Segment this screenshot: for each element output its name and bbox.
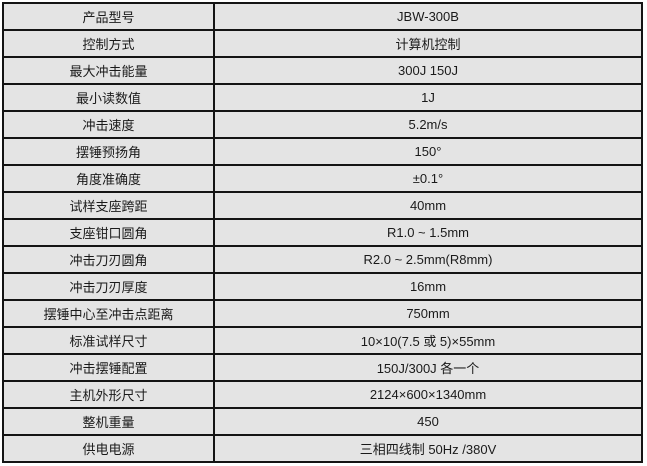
spec-row: 产品型号 JBW-300B <box>2 2 643 31</box>
spec-row: 试样支座跨距 40mm <box>2 191 643 220</box>
spec-value: R2.0 ~ 2.5mm(R8mm) <box>213 245 643 274</box>
spec-row: 角度准确度 ±0.1° <box>2 164 643 193</box>
spec-value: 1J <box>213 83 643 112</box>
spec-label: 支座钳口圆角 <box>2 218 215 247</box>
spec-label: 整机重量 <box>2 407 215 436</box>
spec-row: 支座钳口圆角 R1.0 ~ 1.5mm <box>2 218 643 247</box>
spec-label: 摆锤中心至冲击点距离 <box>2 299 215 328</box>
spec-value: 40mm <box>213 191 643 220</box>
spec-label: 最大冲击能量 <box>2 56 215 85</box>
spec-label: 主机外形尺寸 <box>2 380 215 409</box>
spec-value: 450 <box>213 407 643 436</box>
spec-row: 供电电源 三相四线制 50Hz /380V <box>2 434 643 463</box>
spec-label: 冲击速度 <box>2 110 215 139</box>
spec-label: 冲击摆锤配置 <box>2 353 215 382</box>
spec-row: 冲击摆锤配置 150J/300J 各一个 <box>2 353 643 382</box>
spec-row: 控制方式 计算机控制 <box>2 29 643 58</box>
spec-row: 冲击刀刃圆角 R2.0 ~ 2.5mm(R8mm) <box>2 245 643 274</box>
spec-row: 最大冲击能量 300J 150J <box>2 56 643 85</box>
spec-value: 150° <box>213 137 643 166</box>
spec-label: 试样支座跨距 <box>2 191 215 220</box>
spec-label: 供电电源 <box>2 434 215 463</box>
spec-value: R1.0 ~ 1.5mm <box>213 218 643 247</box>
spec-value: 300J 150J <box>213 56 643 85</box>
spec-row: 摆锤预扬角 150° <box>2 137 643 166</box>
spec-row: 最小读数值 1J <box>2 83 643 112</box>
spec-value: 16mm <box>213 272 643 301</box>
spec-row: 冲击刀刃厚度 16mm <box>2 272 643 301</box>
spec-value: ±0.1° <box>213 164 643 193</box>
spec-value: 三相四线制 50Hz /380V <box>213 434 643 463</box>
spec-label: 角度准确度 <box>2 164 215 193</box>
spec-label: 最小读数值 <box>2 83 215 112</box>
spec-value: 2124×600×1340mm <box>213 380 643 409</box>
spec-row: 整机重量 450 <box>2 407 643 436</box>
spec-row: 摆锤中心至冲击点距离 750mm <box>2 299 643 328</box>
spec-label: 控制方式 <box>2 29 215 58</box>
spec-row: 主机外形尺寸 2124×600×1340mm <box>2 380 643 409</box>
spec-value: JBW-300B <box>213 2 643 31</box>
spec-value: 10×10(7.5 或 5)×55mm <box>213 326 643 355</box>
spec-label: 产品型号 <box>2 2 215 31</box>
spec-label: 冲击刀刃圆角 <box>2 245 215 274</box>
spec-value: 150J/300J 各一个 <box>213 353 643 382</box>
spec-value: 5.2m/s <box>213 110 643 139</box>
spec-value: 750mm <box>213 299 643 328</box>
spec-label: 标准试样尺寸 <box>2 326 215 355</box>
spec-label: 冲击刀刃厚度 <box>2 272 215 301</box>
spec-row: 标准试样尺寸 10×10(7.5 或 5)×55mm <box>2 326 643 355</box>
spec-label: 摆锤预扬角 <box>2 137 215 166</box>
spec-value: 计算机控制 <box>213 29 643 58</box>
spec-row: 冲击速度 5.2m/s <box>2 110 643 139</box>
